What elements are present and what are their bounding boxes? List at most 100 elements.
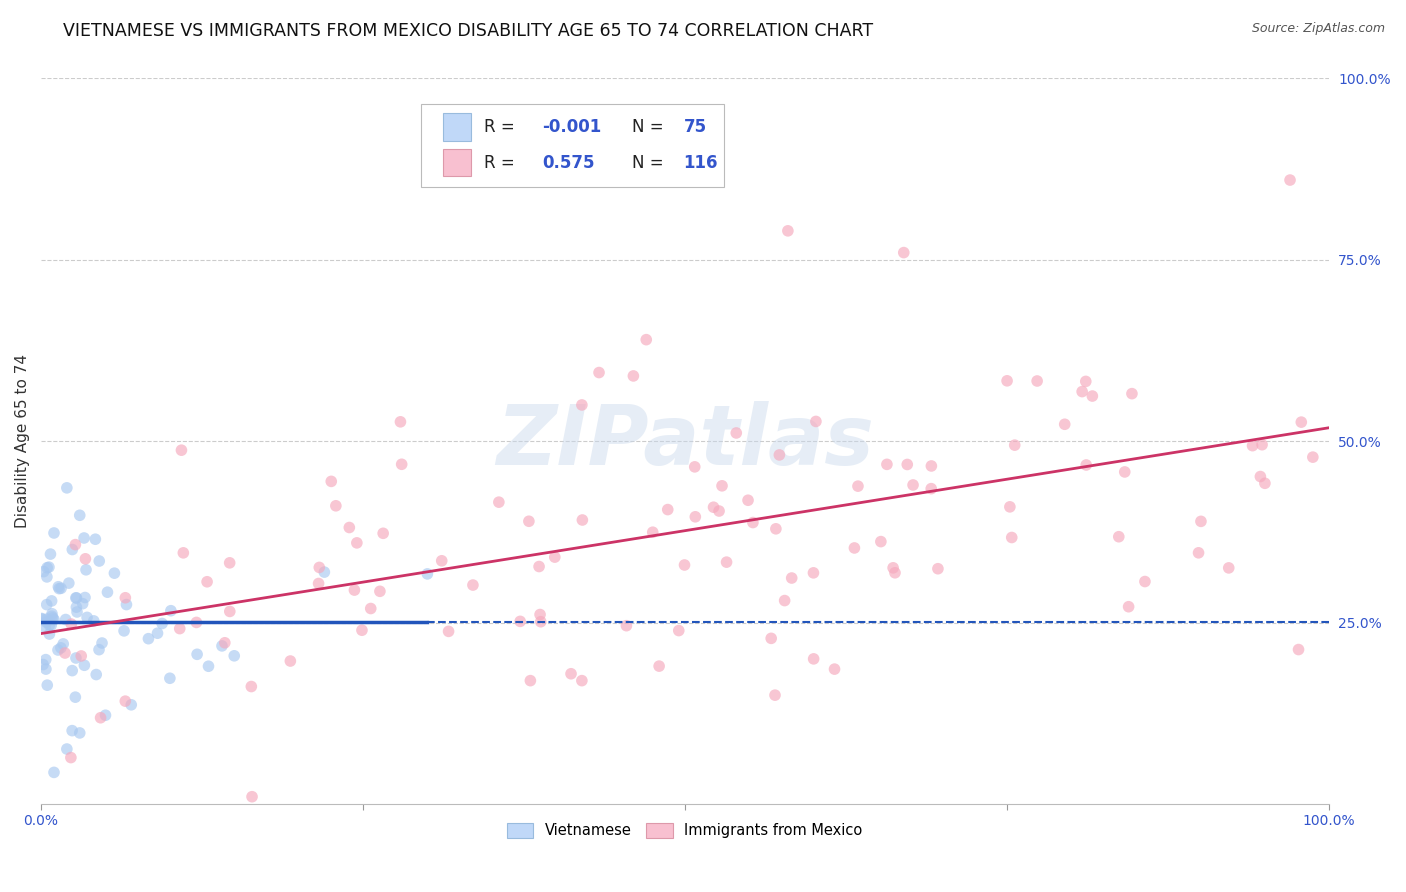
Point <box>38 618 60 632</box>
Point <box>41 611 63 625</box>
Point <box>1026 374 1049 388</box>
Point <box>48 580 70 594</box>
Point <box>1249 469 1271 483</box>
Point <box>73 658 96 673</box>
Text: 75: 75 <box>683 118 707 136</box>
Point <box>70 648 93 663</box>
Point <box>35 615 58 630</box>
Text: 0.575: 0.575 <box>541 153 595 171</box>
Point <box>308 576 330 591</box>
Point <box>1288 642 1310 657</box>
Point <box>211 639 233 653</box>
Point <box>280 654 302 668</box>
Point <box>32 657 55 672</box>
Point <box>308 560 330 574</box>
Point <box>103 566 125 581</box>
Point <box>218 604 240 618</box>
Point <box>170 443 193 458</box>
Point <box>1133 574 1156 589</box>
Point <box>560 666 582 681</box>
Point <box>314 565 336 579</box>
Point <box>65 600 87 615</box>
Point <box>673 558 696 572</box>
Point <box>716 555 738 569</box>
Point <box>65 651 87 665</box>
Point <box>46 643 69 657</box>
Point <box>350 624 373 638</box>
Point <box>35 612 58 626</box>
FancyBboxPatch shape <box>420 103 724 187</box>
Point <box>240 789 263 804</box>
Point <box>56 481 79 495</box>
Point <box>1076 458 1098 472</box>
Point <box>69 726 91 740</box>
Point <box>35 662 58 676</box>
Point <box>1001 531 1024 545</box>
Text: R =: R = <box>484 153 515 171</box>
Point <box>544 550 567 565</box>
Point <box>186 615 208 630</box>
Point <box>927 562 949 576</box>
Point <box>96 585 118 599</box>
Point <box>780 571 803 585</box>
Point <box>884 566 907 580</box>
Point <box>846 479 869 493</box>
Text: Source: ZipAtlas.com: Source: ZipAtlas.com <box>1251 22 1385 36</box>
Point <box>325 499 347 513</box>
Point <box>38 627 60 641</box>
Point <box>1121 386 1143 401</box>
Point <box>1108 530 1130 544</box>
Point <box>870 534 893 549</box>
Y-axis label: Disability Age 65 to 74: Disability Age 65 to 74 <box>15 354 30 528</box>
Point <box>488 495 510 509</box>
Point <box>893 245 915 260</box>
Point <box>1302 450 1324 464</box>
Point <box>571 673 593 688</box>
Point <box>621 368 644 383</box>
Point <box>920 458 942 473</box>
Point <box>1071 384 1094 399</box>
Point <box>882 561 904 575</box>
Point <box>1218 561 1240 575</box>
Point <box>803 566 825 580</box>
Point <box>571 398 593 412</box>
Point <box>138 632 160 646</box>
Text: R =: R = <box>484 118 515 136</box>
Point <box>84 533 107 547</box>
Point <box>430 554 453 568</box>
Point <box>197 659 219 673</box>
Point <box>461 578 484 592</box>
Point <box>1279 173 1302 187</box>
Point <box>737 493 759 508</box>
Point <box>39 618 62 632</box>
Point <box>824 662 846 676</box>
Point <box>773 593 796 607</box>
Point <box>437 624 460 639</box>
Point <box>529 607 551 622</box>
Point <box>725 425 748 440</box>
Point <box>42 765 65 780</box>
Point <box>58 576 80 591</box>
Point <box>69 508 91 523</box>
Point <box>702 500 724 515</box>
Text: -0.001: -0.001 <box>541 118 602 136</box>
Point <box>172 546 194 560</box>
Point <box>804 414 827 428</box>
Point <box>65 538 87 552</box>
Point <box>42 613 65 627</box>
Point <box>519 673 541 688</box>
Point <box>844 541 866 555</box>
Point <box>65 591 87 605</box>
Point <box>41 594 63 608</box>
Point <box>337 520 360 534</box>
Point <box>37 678 59 692</box>
Point <box>89 554 111 568</box>
Point <box>35 570 58 584</box>
Point <box>32 565 55 579</box>
Point <box>776 224 799 238</box>
Point <box>517 514 540 528</box>
Point <box>588 366 610 380</box>
Point <box>160 604 183 618</box>
Point <box>360 601 382 615</box>
Point <box>668 624 690 638</box>
